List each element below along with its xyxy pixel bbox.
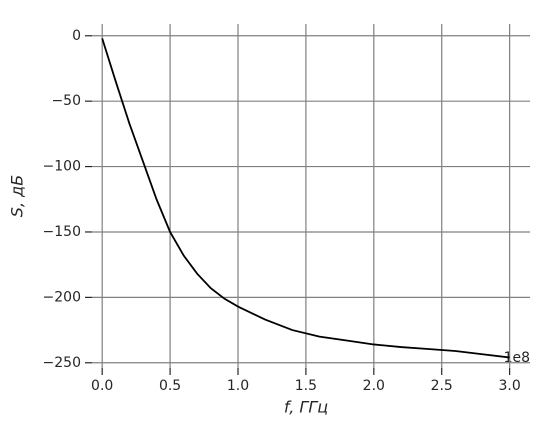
x-tick-label: 0.5 [159,378,181,394]
x-tick-label: 1.5 [295,378,317,394]
x-tick-label: 1.0 [227,378,249,394]
y-tick-label: −100 [43,159,81,175]
y-tick-label: −200 [43,289,81,305]
y-axis-label: S, дБ [8,175,27,217]
x-tick-label: 0.0 [91,378,113,394]
x-tick-label: 2.0 [363,378,385,394]
y-tick-label: −50 [51,93,81,109]
y-tick-label: −150 [43,224,81,240]
line [101,38,510,359]
x-tick-label: 2.5 [431,378,453,394]
y-tick-label: 0 [72,28,81,44]
x-tick-label: 3.0 [498,378,520,394]
x-axis-label: f, ГГц [284,398,328,417]
y-tick-label: −250 [43,355,81,371]
